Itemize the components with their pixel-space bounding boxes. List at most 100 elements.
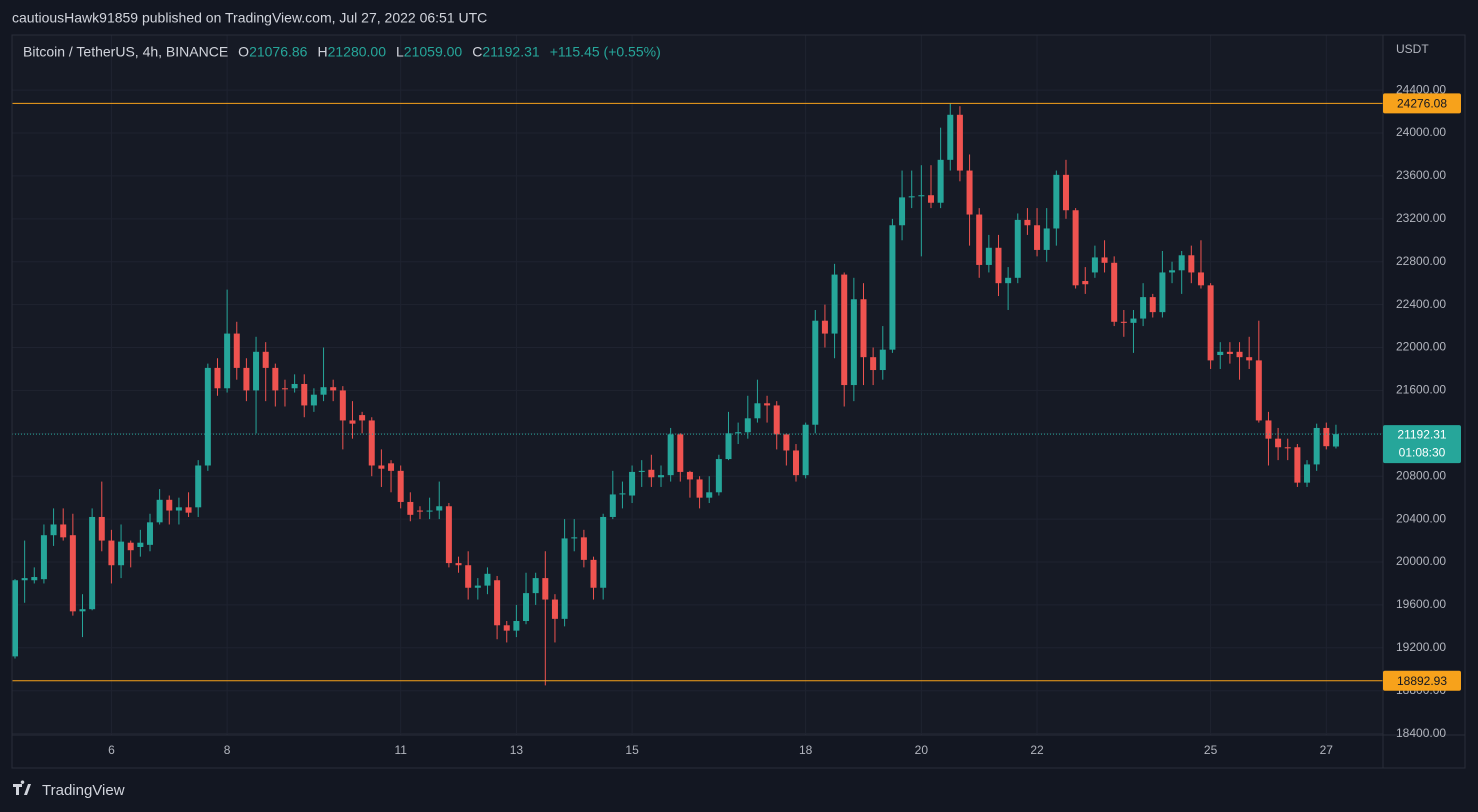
candle-body <box>301 383 308 406</box>
candle-body <box>397 470 404 502</box>
candle-body <box>686 471 693 480</box>
x-tick-label: 8 <box>224 743 231 757</box>
candle-body <box>12 580 18 657</box>
candle-body <box>793 450 800 476</box>
candle-body <box>1323 427 1330 447</box>
y-tick-label: 22000.00 <box>1396 340 1446 354</box>
candle-body <box>956 114 963 171</box>
candle-body <box>1111 262 1118 322</box>
price-tag-label: 24276.08 <box>1397 97 1447 111</box>
candle-body <box>1140 297 1147 319</box>
candle-body <box>204 367 211 466</box>
candle-body <box>831 274 838 334</box>
price-tag-label: 18892.93 <box>1397 674 1447 688</box>
candle-body <box>764 403 771 406</box>
y-tick-label: 23200.00 <box>1396 211 1446 225</box>
candle-body <box>1265 420 1272 439</box>
candle-body <box>21 578 28 581</box>
candle-body <box>551 599 558 619</box>
candle-body <box>388 463 395 471</box>
candle-body <box>1120 321 1127 323</box>
y-tick-label: 22800.00 <box>1396 254 1446 268</box>
x-tick-label: 11 <box>394 743 407 757</box>
axes-labels: 18400.0018800.0019200.0019600.0020000.00… <box>108 82 1461 757</box>
candle-body <box>330 387 337 391</box>
footer-logo: TradingView <box>13 780 125 799</box>
candle-body <box>841 274 848 386</box>
legend-change: +115.45 (+0.55%) <box>550 44 661 60</box>
candle-body <box>291 383 298 389</box>
y-axis-title: USDT <box>1396 42 1429 56</box>
candle-body <box>1062 174 1069 211</box>
candle-body <box>1101 257 1108 263</box>
legend-value: 21076.86 <box>249 44 308 60</box>
candle-body <box>706 492 713 498</box>
candle-body <box>146 522 153 545</box>
candle-body <box>899 197 906 226</box>
candle-body <box>513 620 520 631</box>
candle-body <box>783 434 790 451</box>
candle-body <box>879 349 886 371</box>
legend-key: O <box>238 44 249 60</box>
candle-body <box>1332 434 1339 447</box>
y-tick-label: 23600.00 <box>1396 168 1446 182</box>
candle-body <box>1226 351 1233 354</box>
candle-body <box>320 387 327 395</box>
candle-body <box>1014 219 1021 278</box>
x-tick-label: 22 <box>1030 743 1044 757</box>
candle-body <box>696 479 703 498</box>
legend-title: Bitcoin / TetherUS, 4h, BINANCE <box>23 44 228 60</box>
candle-body <box>175 507 182 511</box>
candle-body <box>1188 255 1195 273</box>
candle-body <box>262 351 269 368</box>
candles <box>12 102 1339 686</box>
candle-body <box>359 415 366 421</box>
candle-body <box>40 535 47 580</box>
candle-body <box>677 434 684 472</box>
candle-body <box>89 516 96 610</box>
candle-body <box>378 465 385 469</box>
candle-body <box>985 247 992 265</box>
last-price-tag <box>1383 425 1461 464</box>
candle-body <box>609 494 616 517</box>
candle-body <box>1091 257 1098 273</box>
y-tick-label: 21600.00 <box>1396 383 1446 397</box>
candle-body <box>243 367 250 391</box>
x-tick-label: 25 <box>1204 743 1218 757</box>
candle-body <box>532 578 539 594</box>
candle-body <box>118 541 125 566</box>
candle-body <box>1024 219 1031 226</box>
candle-body <box>571 537 578 539</box>
candle-body <box>416 510 423 512</box>
y-tick-label: 22400.00 <box>1396 297 1446 311</box>
last-price-label: 21192.31 <box>1397 427 1446 441</box>
countdown-label: 01:08:30 <box>1399 445 1446 459</box>
candle-body <box>349 420 356 424</box>
candle-body <box>976 214 983 265</box>
candle-body <box>426 510 433 512</box>
candle-body <box>667 434 674 476</box>
candle-body <box>50 524 57 536</box>
candle-body <box>1246 357 1253 361</box>
y-tick-label: 24000.00 <box>1396 125 1446 139</box>
candle-body <box>658 475 665 478</box>
candle-body <box>1053 174 1060 229</box>
candle-body <box>1207 285 1214 361</box>
price-axis <box>1383 35 1465 768</box>
y-tick-label: 20800.00 <box>1396 468 1446 482</box>
candle-body <box>465 565 472 588</box>
candle-body <box>812 320 819 425</box>
candle-body <box>1149 297 1156 313</box>
candle-body <box>445 506 452 564</box>
legend-key: C <box>472 44 482 60</box>
chart-pane <box>12 35 1383 735</box>
candle-body <box>1255 360 1262 421</box>
candle-body <box>436 506 443 511</box>
candle-body <box>214 367 221 389</box>
candle-body <box>484 573 491 586</box>
candle-body <box>619 493 626 495</box>
candle-body <box>744 418 751 433</box>
candle-body <box>1304 464 1311 483</box>
candle-body <box>1043 228 1050 250</box>
